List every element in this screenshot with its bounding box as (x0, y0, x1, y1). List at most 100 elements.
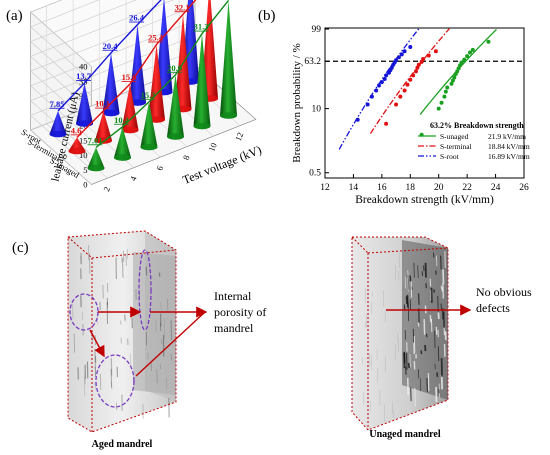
b-point (442, 94, 447, 99)
unaged-texture (362, 251, 447, 422)
b-point (455, 69, 460, 74)
b-point (413, 69, 418, 74)
porosity-arrow (89, 329, 105, 358)
a-cone-base (49, 130, 67, 138)
b-point (355, 117, 360, 122)
b-y-tick-label: 99 (312, 25, 322, 35)
aged-annotation-line: porosity of (214, 305, 266, 319)
b-x-axis-label: Breakdown strength (kV/mm) (355, 194, 494, 206)
a-cone (140, 101, 158, 151)
b-x-tick-label: 12 (320, 183, 330, 193)
aged-mandrel-image: Internal porosity of mandrel Aged mandre… (67, 230, 269, 450)
a-cone (102, 52, 120, 117)
a-gridline (30, 0, 137, 97)
b-point (379, 80, 384, 85)
a-cone (220, 0, 237, 119)
b-point (445, 85, 450, 90)
a-voltage-tick-labels: 2 4 6 8 10 12 (101, 131, 245, 193)
b-point (384, 121, 389, 126)
b-point (408, 44, 413, 49)
b-x-tick-label: 20 (434, 183, 444, 193)
aged-cut-plane (133, 252, 176, 395)
b-fit-line (369, 28, 450, 134)
b-point (421, 57, 426, 62)
a-value-label: 15.6 (122, 72, 137, 82)
b-x-tick-label: 22 (462, 183, 472, 193)
b-x-tick-label: 18 (406, 183, 416, 193)
b-point (398, 94, 403, 99)
a-value-label: 7.01 (88, 135, 103, 145)
b-y-axis-label: Breakdown probability / % (291, 43, 303, 162)
b-point (396, 55, 401, 60)
a-value-label: 31.3 (194, 22, 209, 32)
b-point (465, 54, 470, 59)
a-cone (121, 83, 139, 134)
a-cone (148, 44, 165, 123)
b-point (374, 88, 379, 93)
panel-b-weibull-chart: (b) 12 14 16 18 20 22 24 26 0.5 10 63.2 99 63.2% B… (258, 8, 530, 206)
b-point (486, 39, 491, 44)
b-point (443, 89, 448, 94)
b-series (338, 28, 497, 150)
b-point (456, 66, 461, 71)
b-point (450, 78, 455, 83)
a-voltage-tick: 2 (101, 185, 112, 193)
b-legend-name: S-unaged (440, 132, 469, 141)
a-gridline (30, 20, 196, 141)
b-point (449, 81, 454, 86)
b-point (411, 73, 416, 78)
b-legend-value: 16.89 kV/mm (488, 152, 530, 161)
b-legend-name: S-terminal (440, 142, 472, 151)
a-value-label: 13.7 (76, 71, 92, 81)
b-point (394, 102, 399, 107)
b-point (384, 73, 389, 78)
b-x-tick-label: 24 (491, 183, 501, 193)
a-cone-base (220, 112, 237, 119)
a-cone (155, 0, 173, 96)
b-x-ticks: 12 14 16 18 20 22 24 26 (320, 174, 529, 193)
aged-texture (72, 245, 172, 419)
a-series-line (76, 0, 197, 138)
b-legend-title: 63.2% Breakdown strength (430, 121, 524, 130)
unaged-annotation: No obvious defects (476, 285, 535, 315)
a-value-label: 15.3 (141, 90, 156, 100)
a-value-label: 4.6 (71, 125, 82, 135)
a-cone-base (102, 109, 120, 117)
a-cone (193, 33, 211, 130)
b-y-tick-label: 10 (312, 105, 322, 115)
aged-annotation-line: mandrel (214, 321, 254, 335)
aged-box-outline (67, 230, 177, 433)
panel-c-label: (c) (12, 240, 29, 256)
a-value-label: 26.4 (129, 13, 145, 23)
unaged-annotation-line: No obvious (476, 285, 532, 299)
b-point (399, 52, 404, 57)
b-point (365, 102, 370, 107)
a-value-label: 20.4 (103, 41, 119, 51)
b-point (459, 60, 464, 65)
b-point (408, 77, 413, 82)
porosity-circle (138, 249, 152, 331)
b-point (452, 75, 457, 80)
panel-c-ct-images: (c) Internal porosity of mandrel Aged ma (12, 230, 535, 450)
b-legend-name: S-root (440, 152, 460, 161)
aged-annotation-line: Internal (214, 289, 252, 303)
a-voltage-tick: 12 (233, 131, 245, 143)
b-y-tick-label: 63.2 (304, 57, 321, 67)
a-z-tick: 0 (83, 180, 87, 190)
unaged-annotation-line: defects (476, 301, 510, 315)
a-cone (76, 83, 93, 127)
panel-a-3d-chart: (a) 0510152025303540 leakage current (μA… (6, 0, 263, 193)
panel-a-label: (a) (6, 8, 23, 24)
b-point (467, 50, 472, 55)
b-x-tick-label: 26 (519, 183, 529, 193)
a-cone-base (114, 154, 131, 161)
b-point (416, 62, 421, 67)
a-x-axis-label: Test voltage (kV) (181, 143, 264, 187)
unaged-caption: Unaged mandrel (369, 429, 440, 440)
aged-annotation: Internal porosity of mandrel (214, 289, 269, 335)
a-cone-base (68, 147, 86, 155)
a-cone (49, 110, 67, 138)
b-y-tick-label: 0.5 (309, 169, 321, 179)
b-x-tick-label: 16 (377, 183, 387, 193)
b-point (462, 57, 467, 62)
